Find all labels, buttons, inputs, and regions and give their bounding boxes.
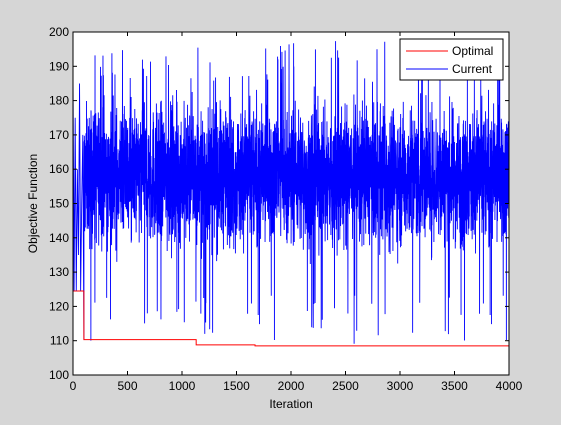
x-tick-label: 1500 xyxy=(223,379,250,393)
series-line-current xyxy=(72,41,510,344)
y-tick-label: 170 xyxy=(49,128,69,142)
y-tick-label: 190 xyxy=(49,59,69,73)
y-axis: 100 110 120 130 140 150 160 170 180 190 200 xyxy=(49,25,509,382)
y-tick-label: 100 xyxy=(49,368,69,382)
x-tick-label: 4000 xyxy=(496,379,523,393)
legend-box xyxy=(399,38,504,81)
y-tick-label: 140 xyxy=(49,231,69,245)
legend-label-optimal: Optimal xyxy=(452,44,493,58)
series-layer xyxy=(72,41,510,347)
series-line-optimal xyxy=(73,290,509,347)
y-axis-label: Objective Function xyxy=(26,154,40,253)
y-tick-label: 180 xyxy=(49,94,69,108)
x-tick-label: 3000 xyxy=(387,379,414,393)
x-tick-label: 500 xyxy=(117,379,137,393)
x-axis-label: Iteration xyxy=(269,397,312,411)
y-tick-label: 110 xyxy=(50,334,69,348)
x-tick-label: 0 xyxy=(70,379,77,393)
y-tick-label: 150 xyxy=(49,197,69,211)
x-tick-label: 2000 xyxy=(278,379,305,393)
y-tick-label: 160 xyxy=(49,162,69,176)
x-tick-label: 3500 xyxy=(441,379,468,393)
y-tick-label: 130 xyxy=(49,265,69,279)
x-tick-label: 1000 xyxy=(169,379,196,393)
y-tick-label: 200 xyxy=(49,25,69,39)
y-tick-label: 120 xyxy=(49,299,69,313)
legend-label-current: Current xyxy=(452,62,493,76)
x-tick-label: 2500 xyxy=(332,379,359,393)
legend: Optimal Current xyxy=(399,38,504,81)
x-axis: 0 500 1000 1500 2000 2500 3000 3500 4000 xyxy=(70,32,523,393)
